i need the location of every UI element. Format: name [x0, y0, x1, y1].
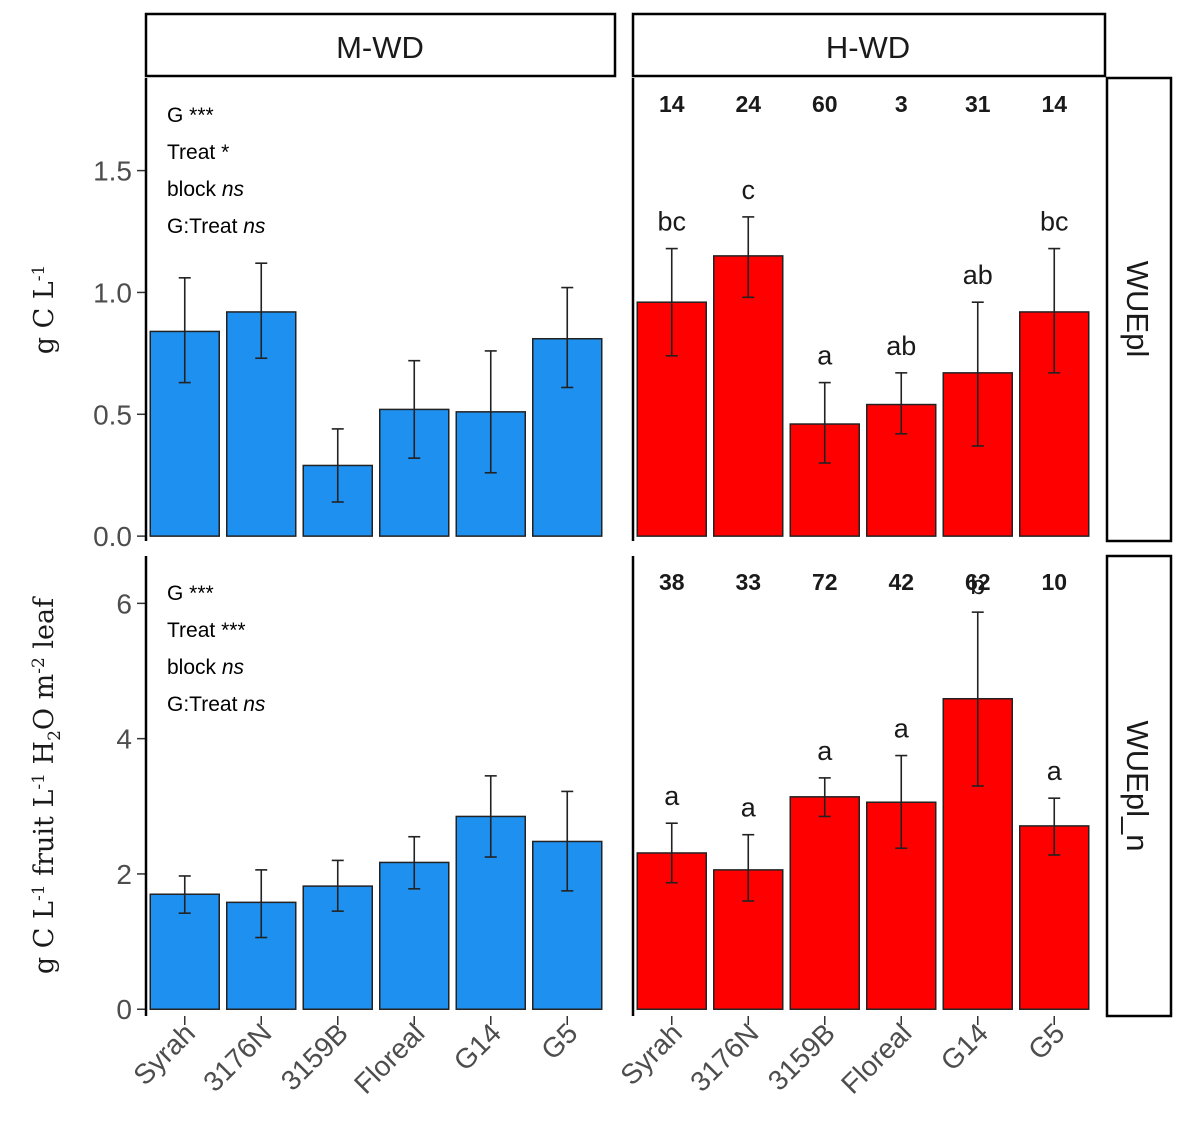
count-label: 3: [895, 91, 908, 117]
bar: [1019, 825, 1090, 1010]
x-tick-label: Floreal: [348, 1017, 430, 1099]
stat-line: G ***: [167, 104, 214, 127]
strip-col-m-wd: [144, 12, 617, 78]
bar: [713, 255, 784, 537]
significance-letter: bc: [657, 207, 686, 237]
count-label: 33: [735, 569, 761, 595]
x-tick-label: G14: [935, 1017, 994, 1076]
x-tick-label: Floreal: [835, 1017, 917, 1099]
count-label: 24: [735, 91, 761, 117]
stat-line: G:Treat ns: [167, 215, 266, 238]
y-axis-label: g C L-1​ fruit L-1​ H2​O m-2​ leaf: [29, 596, 65, 974]
y-tick-label: 2: [116, 859, 132, 890]
y-axis-label: g C L-1​: [29, 265, 60, 355]
x-tick-label: 3159B: [762, 1017, 841, 1096]
stat-line: block ns: [167, 178, 245, 201]
y-tick-label: 1.0: [93, 277, 132, 308]
strip-col-h-wd: [631, 12, 1107, 78]
x-tick-label: 3176N: [684, 1017, 764, 1097]
significance-letter: a: [1047, 756, 1063, 786]
strip-row-wuepl: [1105, 76, 1173, 543]
significance-letter: a: [817, 736, 833, 766]
significance-letter: ab: [963, 260, 993, 290]
y-tick-label: 6: [116, 588, 132, 619]
count-label: 72: [812, 569, 838, 595]
strip-row-wuepl-n: [1105, 554, 1173, 1018]
bar: [713, 869, 784, 1010]
strip-label-wuepl-n: WUEpl_n: [1120, 721, 1155, 852]
stat-line: G ***: [167, 582, 214, 605]
y-tick-label: 0.0: [93, 521, 132, 552]
count-label: 14: [1041, 91, 1067, 117]
y-tick-label: 4: [116, 724, 132, 755]
stat-line: Treat *: [167, 141, 229, 164]
count-label: 38: [659, 569, 685, 595]
count-label: 42: [888, 569, 914, 595]
y-tick-label: 0.5: [93, 399, 132, 430]
significance-letter: a: [894, 714, 910, 744]
bar: [789, 796, 860, 1010]
significance-letter: a: [741, 793, 757, 823]
stat-line: block ns: [167, 656, 245, 679]
significance-letter: a: [664, 781, 680, 811]
x-tick-label: Syrah: [614, 1017, 688, 1091]
significance-letter: c: [742, 175, 756, 205]
significance-letter: bc: [1040, 207, 1069, 237]
stat-line: Treat ***: [167, 619, 246, 642]
x-tick-label: G5: [1022, 1017, 1070, 1065]
significance-letter: b: [970, 570, 985, 600]
strip-label-m-wd: M-WD: [336, 30, 424, 65]
count-label: 14: [659, 91, 685, 117]
strip-label-wuepl: WUEpl: [1120, 261, 1155, 357]
x-tick-label: 3159B: [275, 1017, 354, 1096]
x-tick-label: 3176N: [197, 1017, 277, 1097]
stat-line: G:Treat ns: [167, 693, 266, 716]
count-label: 62: [965, 569, 991, 595]
significance-letter: ab: [886, 331, 916, 361]
strip-label-h-wd: H-WD: [826, 30, 910, 65]
x-tick-label: G14: [448, 1017, 507, 1076]
significance-letter: a: [817, 341, 833, 371]
plot-layer: 0.00.51.01.5g C L-1​bc14c24a60ab3ab31bc1…: [29, 78, 1090, 1100]
y-tick-label: 0: [116, 994, 132, 1025]
x-tick-label: Syrah: [127, 1017, 201, 1091]
facet-strips: M-WD H-WD WUEpl WUEpl_n: [144, 12, 1173, 1018]
count-label: 60: [812, 91, 838, 117]
x-tick-label: G5: [535, 1017, 583, 1065]
count-label: 10: [1041, 569, 1067, 595]
count-label: 31: [965, 91, 991, 117]
y-tick-label: 1.5: [93, 156, 132, 187]
